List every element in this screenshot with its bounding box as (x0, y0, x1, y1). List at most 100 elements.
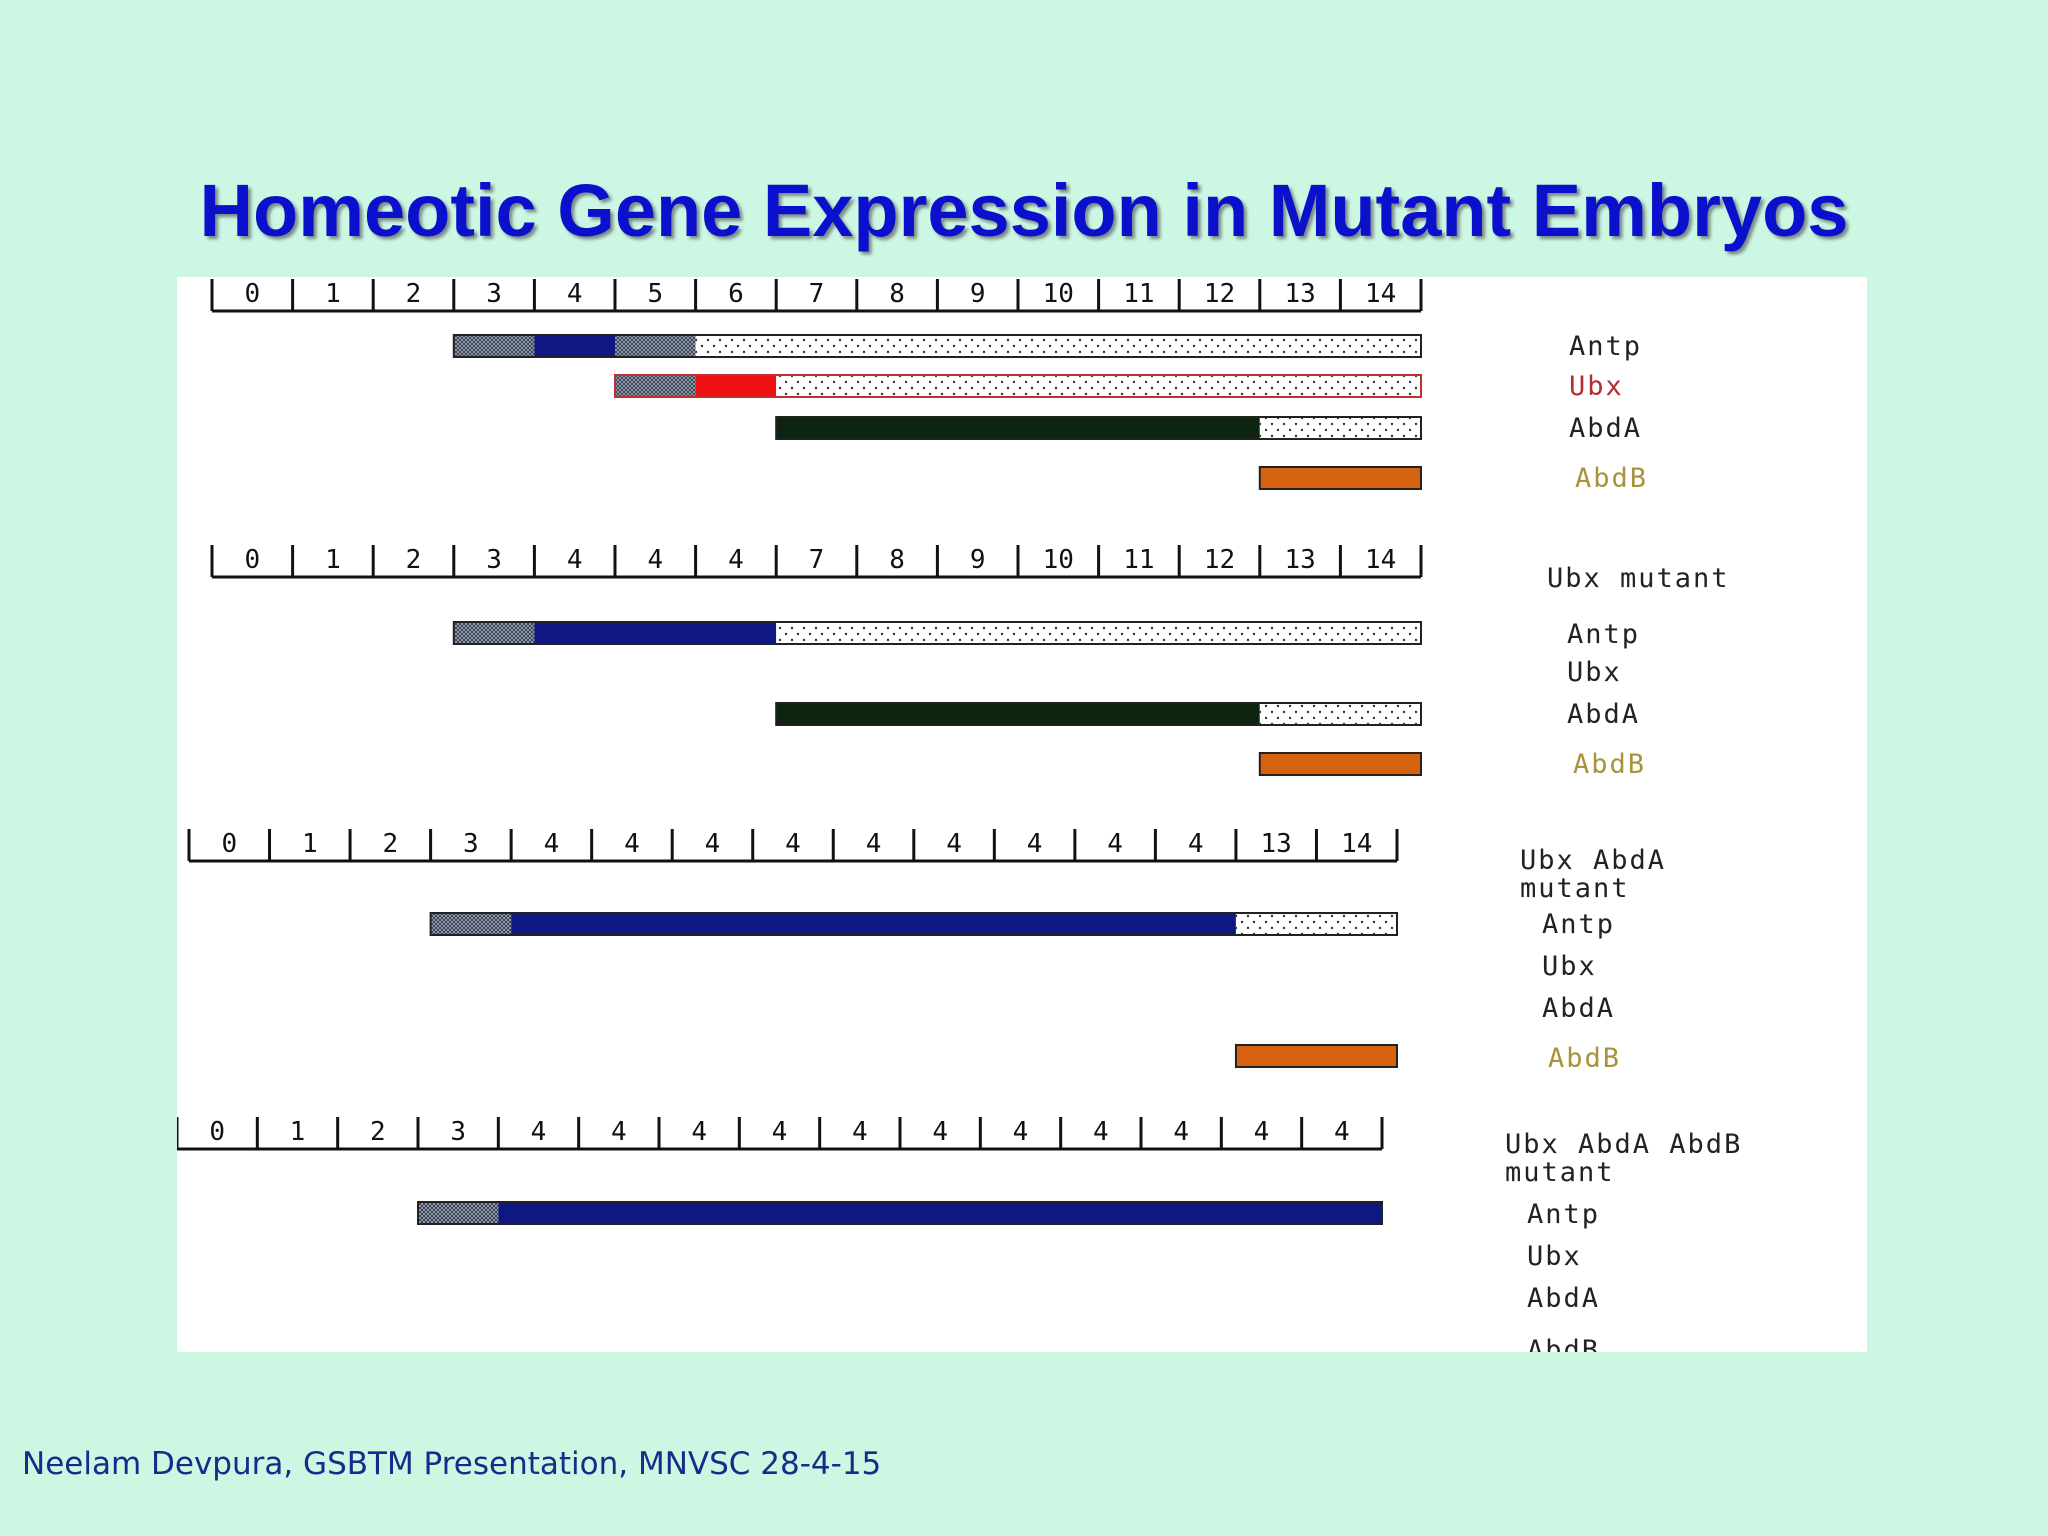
segment-number: 6 (728, 279, 744, 309)
segment-number: 4 (852, 1117, 868, 1147)
segment-number: 8 (889, 545, 905, 575)
gene-label-antp: Antp (1527, 1199, 1600, 1230)
expression-bar-antp (452, 334, 1422, 358)
expression-bar-abdb (1258, 466, 1423, 490)
segment-number: 0 (209, 1117, 225, 1147)
segment-number: 4 (946, 829, 962, 859)
segment-number: 14 (1365, 545, 1396, 575)
expression-bar-abda (775, 702, 1422, 726)
bar-dotted-region (695, 335, 1421, 357)
gene-label-abda: AbdA (1567, 699, 1640, 730)
bar-weak-region (430, 913, 512, 935)
segment-number: 4 (1173, 1117, 1189, 1147)
gene-label-antp: Antp (1542, 909, 1615, 940)
segment-number: 7 (809, 279, 825, 309)
bar-weak-region (615, 335, 696, 357)
segment-number: 3 (463, 829, 479, 859)
segment-number: 14 (1365, 279, 1396, 309)
bar-dotted-region (1235, 913, 1397, 935)
bar-strong-region (695, 375, 777, 397)
segment-number: 4 (1334, 1117, 1350, 1147)
segment-number: 4 (772, 1117, 788, 1147)
segment-number: 4 (1093, 1117, 1109, 1147)
segment-number: 3 (486, 279, 502, 309)
segment-number: 11 (1123, 279, 1154, 309)
bar-strong-region (1259, 467, 1421, 489)
segment-number: 10 (1043, 279, 1074, 309)
gene-label-ubx: Ubx (1567, 657, 1622, 688)
footer-credit: Neelam Devpura, GSBTM Presentation, MNVS… (22, 1446, 882, 1482)
bar-outline (1258, 752, 1423, 776)
bar-strong-region (776, 703, 1260, 725)
panel-ubx-abda-abdb-mutant: 0 1 2 3 4 4 4 4 4 4 4 4 4 4 4 Ubx AbdA AbdBmutantAntpUb… (177, 1117, 1742, 1352)
segment-number: 1 (290, 1117, 306, 1147)
segment-number: 10 (1043, 545, 1074, 575)
expression-diagram-panel: 0 1 2 3 4 5 6 7 8 9 10 11 12 13 14 Antp Ubx AbdA AbdB 0 1 2 3 4… (177, 277, 1867, 1352)
bar-dotted-region (776, 622, 1421, 644)
segment-number: 12 (1204, 545, 1235, 575)
segment-number: 4 (567, 279, 583, 309)
segment-number: 4 (1188, 829, 1204, 859)
bar-weak-region (453, 335, 535, 357)
segment-number: 2 (383, 829, 399, 859)
segment-number: 2 (406, 545, 422, 575)
segment-number: 3 (486, 545, 502, 575)
bar-outline (775, 702, 1422, 726)
mutant-header: Ubx AbdA (1520, 845, 1666, 876)
bar-outline (1258, 466, 1423, 490)
segment-number: 4 (1254, 1117, 1270, 1147)
gene-label-ubx: Ubx (1542, 951, 1597, 982)
segment-number: 14 (1341, 829, 1372, 859)
gene-label-abdb: AbdB (1575, 463, 1648, 494)
bar-outline (775, 416, 1422, 440)
bar-outline (417, 1201, 1383, 1225)
segment-number: 0 (244, 279, 260, 309)
segment-number: 2 (406, 279, 422, 309)
expression-bar-abda (775, 416, 1422, 440)
bar-dotted-region (1259, 703, 1421, 725)
bar-outline (429, 912, 1399, 936)
segment-number: 4 (647, 545, 663, 575)
bar-dotted-region (1259, 417, 1421, 439)
segment-number: 4 (531, 1117, 547, 1147)
mutant-header: mutant (1505, 1157, 1615, 1188)
expression-bar-abdb (1258, 752, 1423, 776)
segment-number: 4 (728, 545, 744, 575)
bar-strong-region (1259, 753, 1421, 775)
segment-number: 4 (932, 1117, 948, 1147)
segment-number: 11 (1123, 545, 1154, 575)
mutant-header: mutant (1520, 873, 1630, 904)
bar-outline (1234, 1044, 1399, 1068)
segment-number: 1 (325, 279, 341, 309)
mutant-header: Ubx AbdA AbdB (1505, 1129, 1742, 1160)
bar-weak-region (615, 375, 696, 397)
segment-number: 4 (1013, 1117, 1029, 1147)
segment-number: 4 (1027, 829, 1043, 859)
segment-number: 4 (1107, 829, 1123, 859)
gene-label-antp: Antp (1569, 331, 1642, 362)
expression-bar-ubx (614, 374, 1422, 398)
slide-title: Homeotic Gene Expression in Mutant Embry… (199, 169, 1849, 252)
gene-label-abda: AbdA (1569, 413, 1642, 444)
bar-outline (452, 621, 1422, 645)
gene-label-abda: AbdA (1542, 993, 1615, 1024)
segment-number: 1 (325, 545, 341, 575)
gene-label-antp: Antp (1567, 619, 1640, 650)
segment-number: 12 (1204, 279, 1235, 309)
expression-bar-antp (417, 1201, 1383, 1225)
gene-label-ubx: Ubx (1569, 371, 1624, 402)
bar-strong-region (498, 1202, 1382, 1224)
bar-outline (614, 374, 1422, 398)
gene-label-abdb: AbdB (1573, 749, 1646, 780)
gene-label-abdb: AbdB (1527, 1335, 1600, 1352)
segment-number: 7 (809, 545, 825, 575)
segment-number: 2 (370, 1117, 386, 1147)
bar-weak-region (418, 1202, 499, 1224)
bar-strong-region (511, 913, 1236, 935)
bar-strong-region (534, 622, 777, 644)
segment-number: 13 (1284, 545, 1315, 575)
segment-number: 4 (866, 829, 882, 859)
